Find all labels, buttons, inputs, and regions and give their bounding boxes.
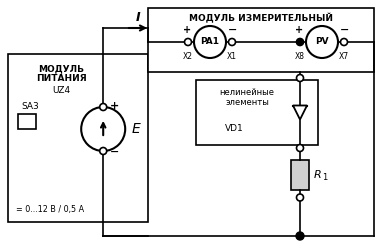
Bar: [8, 54, 148, 222]
Circle shape: [296, 74, 304, 82]
Polygon shape: [293, 106, 307, 120]
Circle shape: [296, 144, 304, 152]
Text: −: −: [228, 25, 238, 35]
Text: = 0...12 В / 0,5 А: = 0...12 В / 0,5 А: [16, 205, 84, 214]
Text: +: +: [110, 101, 119, 111]
Text: SA3: SA3: [21, 102, 39, 111]
Text: 1: 1: [322, 173, 327, 182]
Bar: [148, 8, 374, 72]
Text: VD1: VD1: [225, 124, 243, 133]
Circle shape: [185, 38, 192, 46]
Text: X8: X8: [295, 52, 305, 61]
Circle shape: [296, 194, 304, 201]
Text: нелинейные: нелинейные: [220, 88, 275, 97]
Text: −: −: [110, 147, 120, 157]
Text: I: I: [136, 11, 140, 24]
Circle shape: [100, 104, 107, 110]
Bar: [196, 80, 318, 145]
Circle shape: [296, 232, 304, 240]
Circle shape: [297, 39, 303, 45]
Text: X7: X7: [339, 52, 349, 61]
Bar: [18, 114, 36, 129]
Circle shape: [306, 26, 338, 58]
Circle shape: [100, 148, 107, 154]
Circle shape: [340, 38, 347, 46]
Bar: [291, 160, 309, 190]
Text: +: +: [183, 25, 191, 35]
Text: R: R: [314, 170, 322, 179]
Text: элементы: элементы: [225, 98, 269, 107]
Text: X2: X2: [183, 52, 193, 61]
Text: +: +: [295, 25, 303, 35]
Text: E: E: [131, 122, 140, 136]
Text: МОДУЛЬ: МОДУЛЬ: [38, 64, 84, 73]
Circle shape: [296, 38, 304, 46]
Text: МОДУЛЬ ИЗМЕРИТЕЛЬНЫЙ: МОДУЛЬ ИЗМЕРИТЕЛЬНЫЙ: [189, 13, 333, 23]
Text: PA1: PA1: [201, 36, 220, 46]
Text: ПИТАНИЯ: ПИТАНИЯ: [36, 74, 87, 83]
Circle shape: [194, 26, 226, 58]
Text: UZ4: UZ4: [52, 86, 70, 95]
Text: −: −: [340, 25, 350, 35]
Text: PV: PV: [315, 36, 329, 46]
Circle shape: [228, 38, 236, 46]
Circle shape: [81, 107, 125, 151]
Text: X1: X1: [227, 52, 237, 61]
